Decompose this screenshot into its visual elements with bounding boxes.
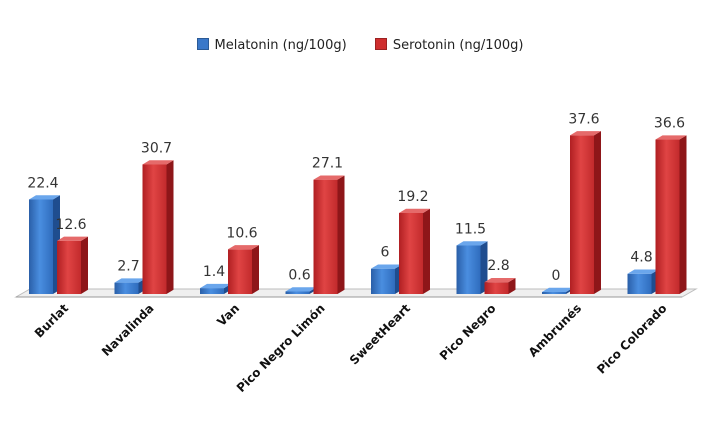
bar-top (627, 269, 659, 274)
bar-serotonin-7 (655, 135, 687, 294)
bar-melatonin-5 (456, 241, 488, 294)
bar-side (166, 160, 174, 294)
bar-front (484, 282, 509, 294)
bar-front (627, 273, 652, 294)
bar-front (57, 240, 81, 294)
bar-side (423, 208, 430, 294)
legend-label-melatonin: Melatonin (ng/100g) (214, 38, 347, 53)
value-label-melatonin-3: 0.6 (288, 267, 310, 283)
value-label-serotonin-2: 10.6 (226, 225, 257, 241)
bar-serotonin-6 (570, 131, 601, 294)
value-label-serotonin-1: 30.7 (141, 140, 172, 156)
value-label-melatonin-1: 2.7 (117, 259, 139, 275)
value-label-serotonin-0: 12.6 (55, 217, 86, 233)
bar-front (228, 249, 252, 294)
bar-front (29, 199, 53, 294)
category-label-4: SweetHeart (347, 301, 413, 367)
value-label-serotonin-5: 2.8 (487, 258, 509, 274)
value-label-serotonin-4: 19.2 (397, 189, 428, 205)
bar-serotonin-4 (399, 208, 430, 294)
bar-melatonin-4 (371, 264, 402, 294)
legend-label-serotonin: Serotonin (ng/100g) (392, 38, 524, 53)
bar-front (200, 288, 224, 294)
bar-top (542, 287, 573, 292)
bar-front (285, 291, 310, 294)
bar-top (200, 283, 231, 289)
bar-top (57, 236, 88, 241)
bar-melatonin-0 (29, 195, 60, 294)
bar-serotonin-5 (484, 277, 516, 294)
value-label-serotonin-6: 37.6 (568, 111, 599, 127)
legend: Melatonin (ng/100g) Serotonin (ng/100g) (0, 38, 720, 53)
category-label-7: Pico Colorado (594, 301, 669, 376)
bar-side (679, 135, 687, 294)
bar-side (480, 241, 488, 294)
category-label-6: Ambrunés (526, 301, 584, 359)
bar-top (313, 175, 345, 180)
bar-top (456, 241, 488, 246)
bar-serotonin-2 (228, 245, 259, 294)
bar-top (29, 195, 60, 200)
value-label-melatonin-4: 6 (381, 245, 390, 261)
value-label-serotonin-3: 27.1 (312, 156, 343, 172)
category-label-3: Pico Negro Limón (234, 301, 328, 395)
value-label-melatonin-6: 0 (552, 268, 561, 284)
bar-top (570, 131, 601, 136)
category-label-2: Van (214, 301, 242, 329)
bar-melatonin-7 (627, 269, 659, 294)
value-label-melatonin-0: 22.4 (27, 175, 58, 191)
bar-front (114, 282, 139, 294)
bar-serotonin-3 (313, 175, 345, 294)
bar-front (313, 179, 338, 294)
bar-front (655, 139, 680, 294)
bar-top (655, 135, 687, 140)
bar-top (228, 245, 259, 250)
category-label-5: Pico Negro (437, 301, 499, 363)
legend-item-melatonin: Melatonin (ng/100g) (196, 38, 347, 53)
bar-front (570, 135, 594, 294)
bar-front (456, 245, 481, 294)
bar-top (399, 208, 430, 213)
value-labels-layer: 22.4 12.6 2.7 30.7 1.4 10.6 0.6 27.1 6 19.2 11.5 2.… (27, 111, 685, 284)
bar-serotonin-1 (142, 160, 174, 294)
category-label-0: Burlat (32, 301, 71, 340)
bar-front (399, 212, 423, 294)
bar-front (542, 292, 566, 294)
bar-side (337, 175, 345, 294)
bar-top (371, 264, 402, 269)
value-label-melatonin-5: 11.5 (455, 221, 486, 237)
bar-serotonin-0 (57, 236, 88, 294)
category-label-1: Navalinda (99, 301, 157, 359)
bars-layer (29, 131, 687, 294)
bar-side (508, 277, 516, 294)
bar-top (142, 160, 174, 165)
bar-front (371, 268, 395, 294)
bar-top (114, 278, 146, 283)
bar-melatonin-1 (114, 278, 146, 294)
value-label-serotonin-7: 36.6 (654, 116, 685, 132)
bar-top (484, 277, 516, 283)
bar-side (81, 236, 88, 294)
bar-melatonin-2 (200, 283, 231, 294)
bar-top (285, 287, 317, 292)
bar-front (142, 164, 167, 294)
legend-item-serotonin: Serotonin (ng/100g) (374, 38, 524, 53)
bar-side (594, 131, 601, 294)
value-label-melatonin-7: 4.8 (630, 250, 652, 266)
value-label-melatonin-2: 1.4 (203, 264, 225, 280)
legend-swatch-serotonin (374, 38, 387, 50)
bar-side (252, 245, 259, 294)
legend-swatch-melatonin (196, 38, 209, 50)
